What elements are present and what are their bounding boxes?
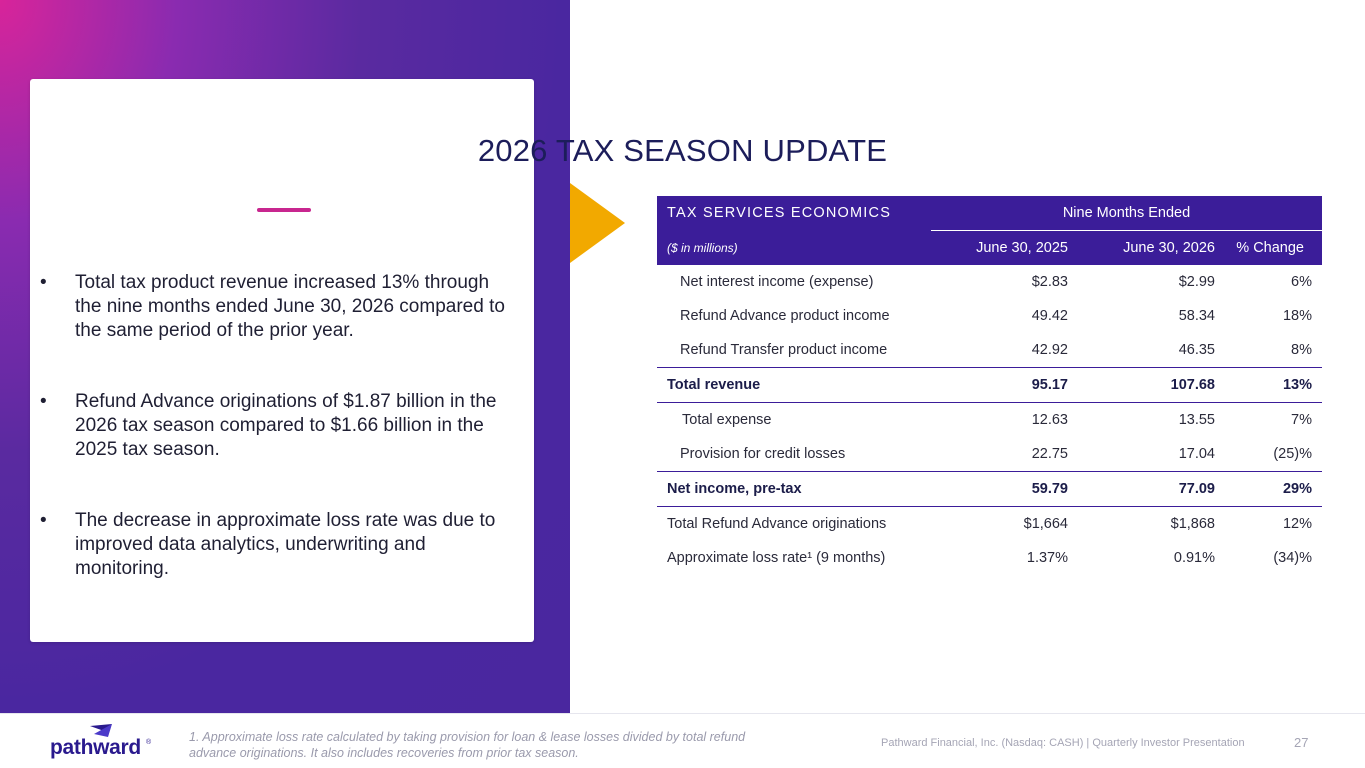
pathward-logo: pathward ® xyxy=(50,722,154,762)
cell-value: 77.09 xyxy=(1068,471,1215,507)
table-row: Provision for credit losses 22.75 17.04 … xyxy=(657,437,1322,472)
cell-value: $2.99 xyxy=(1178,274,1215,290)
cell-value: 12.63 xyxy=(1031,412,1068,428)
cell-value: 107.68 xyxy=(1068,367,1215,403)
row-label: Net income, pre-tax xyxy=(657,471,931,507)
units-label: ($ in millions) xyxy=(657,230,931,265)
cell-value: 17.04 xyxy=(1068,437,1215,472)
logo-wordmark: pathward xyxy=(50,736,141,759)
table-row: Net interest income (expense) $2.83 $2.9… xyxy=(657,265,1322,299)
bullet-text: Refund Advance originations of $1.87 bil… xyxy=(75,391,497,460)
logo-mark-icon xyxy=(90,724,112,737)
table-row: Approximate loss rate¹ (9 months) 1.37% … xyxy=(657,541,1322,575)
row-label: Approximate loss rate¹ (9 months) xyxy=(667,550,886,566)
bullet-marker: • xyxy=(40,272,47,293)
tax-services-economics-table: TAX SERVICES ECONOMICS Nine Months Ended… xyxy=(657,196,1322,575)
bullet-text: The decrease in approximate loss rate wa… xyxy=(75,510,496,579)
footnote: 1. Approximate loss rate calculated by t… xyxy=(189,730,746,760)
table-row: Refund Transfer product income 42.92 46.… xyxy=(657,333,1322,368)
cell-change: 8% xyxy=(1215,333,1322,368)
cell-change: (25)% xyxy=(1215,437,1322,472)
content-card xyxy=(30,79,534,642)
cell-value: 0.91% xyxy=(1173,550,1215,566)
footer-divider xyxy=(0,713,1365,714)
row-label: Net interest income (expense) xyxy=(680,274,874,290)
cell-change: (34)% xyxy=(1273,550,1312,566)
row-label: Refund Advance product income xyxy=(680,308,890,324)
cell-change: 6% xyxy=(1291,274,1312,290)
cell-value: $2.83 xyxy=(1031,274,1068,290)
bullet-text: Total tax product revenue increased 13% … xyxy=(75,272,505,341)
column-header: June 30, 2025 xyxy=(931,230,1068,265)
cell-value: $1,868 xyxy=(1170,516,1215,532)
bullet-marker: • xyxy=(40,391,47,412)
bullet-item: • Total tax product revenue increased 13… xyxy=(40,271,520,343)
row-label: Total revenue xyxy=(657,367,931,403)
table-header-row: TAX SERVICES ECONOMICS Nine Months Ended xyxy=(657,196,1322,231)
bullet-list: • Total tax product revenue increased 13… xyxy=(40,271,520,581)
cell-change: 7% xyxy=(1291,412,1312,428)
cell-value: 49.42 xyxy=(1031,308,1068,324)
cell-value: 13.55 xyxy=(1178,412,1215,428)
cell-value: 95.17 xyxy=(931,367,1068,403)
footer-company-line: Pathward Financial, Inc. (Nasdaq: CASH) … xyxy=(881,737,1245,749)
cell-value: 58.34 xyxy=(1178,308,1215,324)
column-header: % Change xyxy=(1215,230,1322,265)
cell-change: 29% xyxy=(1215,471,1322,507)
pointer-arrow-icon xyxy=(570,183,625,263)
column-header: June 30, 2026 xyxy=(1068,230,1215,265)
row-label: Provision for credit losses xyxy=(657,437,931,472)
cell-change: 13% xyxy=(1215,367,1322,403)
table-row-net-income: Net income, pre-tax 59.79 77.09 29% xyxy=(657,471,1322,507)
bullet-item: • Refund Advance originations of $1.87 b… xyxy=(40,390,520,462)
group-header: Nine Months Ended xyxy=(931,196,1322,231)
bullet-item: • The decrease in approximate loss rate … xyxy=(40,509,520,581)
row-label: Refund Transfer product income xyxy=(657,333,931,368)
cell-value: 46.35 xyxy=(1068,333,1215,368)
cell-value: 1.37% xyxy=(1026,550,1068,566)
cell-value: 59.79 xyxy=(931,471,1068,507)
table-row-total-revenue: Total revenue 95.17 107.68 13% xyxy=(657,367,1322,403)
page-number: 27 xyxy=(1294,735,1309,750)
logo-registered-mark: ® xyxy=(146,739,152,746)
bullet-marker: • xyxy=(40,510,47,531)
slide-title: 2026 TAX SEASON UPDATE xyxy=(477,133,888,168)
cell-value: 22.75 xyxy=(931,437,1068,472)
row-label: Total Refund Advance originations xyxy=(667,516,887,532)
row-label: Total expense xyxy=(682,412,772,428)
cell-value: 42.92 xyxy=(931,333,1068,368)
title-underline xyxy=(257,208,311,212)
cell-change: 12% xyxy=(1282,516,1312,532)
table-row: Total expense 12.63 13.55 7% xyxy=(657,403,1322,438)
cell-change: 18% xyxy=(1282,308,1312,324)
table-row: Total Refund Advance originations $1,664… xyxy=(657,507,1322,542)
cell-value: $1,664 xyxy=(1023,516,1068,532)
table-subheader-row: ($ in millions) June 30, 2025 June 30, 2… xyxy=(657,230,1322,265)
table-title: TAX SERVICES ECONOMICS xyxy=(657,196,931,231)
table-row: Refund Advance product income 49.42 58.3… xyxy=(657,299,1322,333)
